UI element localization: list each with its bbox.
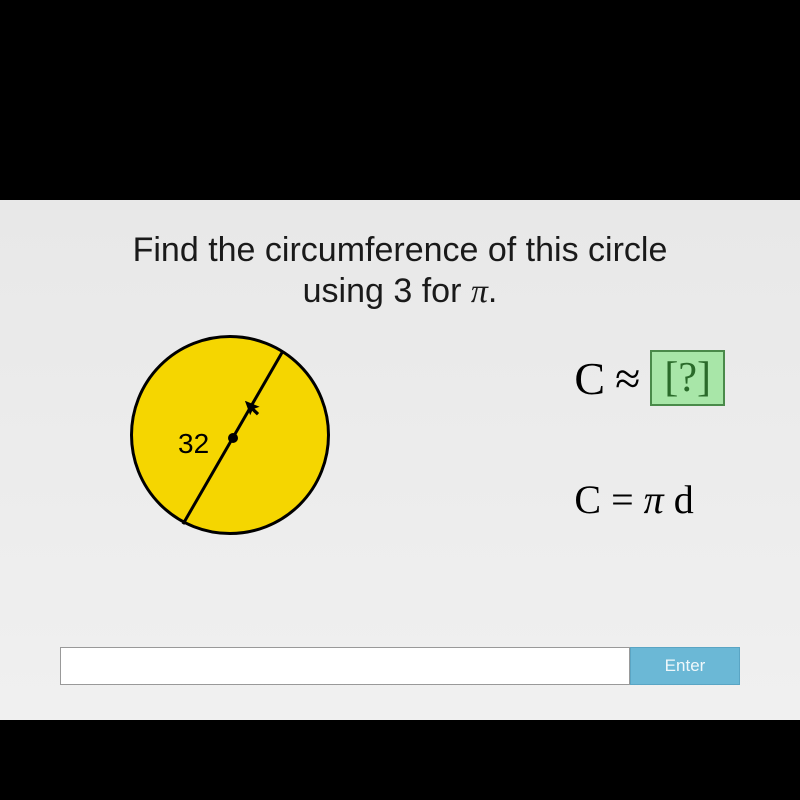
- formula: C = π d: [574, 476, 725, 523]
- enter-button[interactable]: Enter: [630, 647, 740, 685]
- problem-line2-suffix: .: [488, 272, 497, 310]
- answer-area: C ≈ [?] C = π d: [574, 350, 725, 523]
- pi-symbol: π: [471, 273, 488, 310]
- content-panel: Find the circumference of this circle us…: [0, 200, 800, 720]
- problem-line1: Find the circumference of this circle: [133, 231, 668, 269]
- cursor-icon: [244, 396, 265, 422]
- answer-variable: C: [574, 352, 605, 405]
- problem-line2-prefix: using 3 for: [303, 272, 471, 310]
- problem-statement: Find the circumference of this circle us…: [0, 200, 800, 313]
- center-point: [228, 433, 238, 443]
- formula-rhs: d: [674, 477, 694, 522]
- formula-lhs: C: [574, 477, 601, 522]
- input-row: Enter: [60, 647, 740, 685]
- answer-input[interactable]: [60, 647, 630, 685]
- formula-equals: =: [611, 477, 634, 522]
- diameter-label: 32: [178, 428, 209, 460]
- answer-placeholder-box[interactable]: [?]: [650, 350, 725, 406]
- answer-expression: C ≈ [?]: [574, 350, 725, 406]
- circle-figure: 32: [130, 335, 340, 545]
- formula-pi: π: [644, 477, 664, 522]
- circle-shape: 32: [130, 335, 330, 535]
- approx-symbol: ≈: [615, 352, 640, 405]
